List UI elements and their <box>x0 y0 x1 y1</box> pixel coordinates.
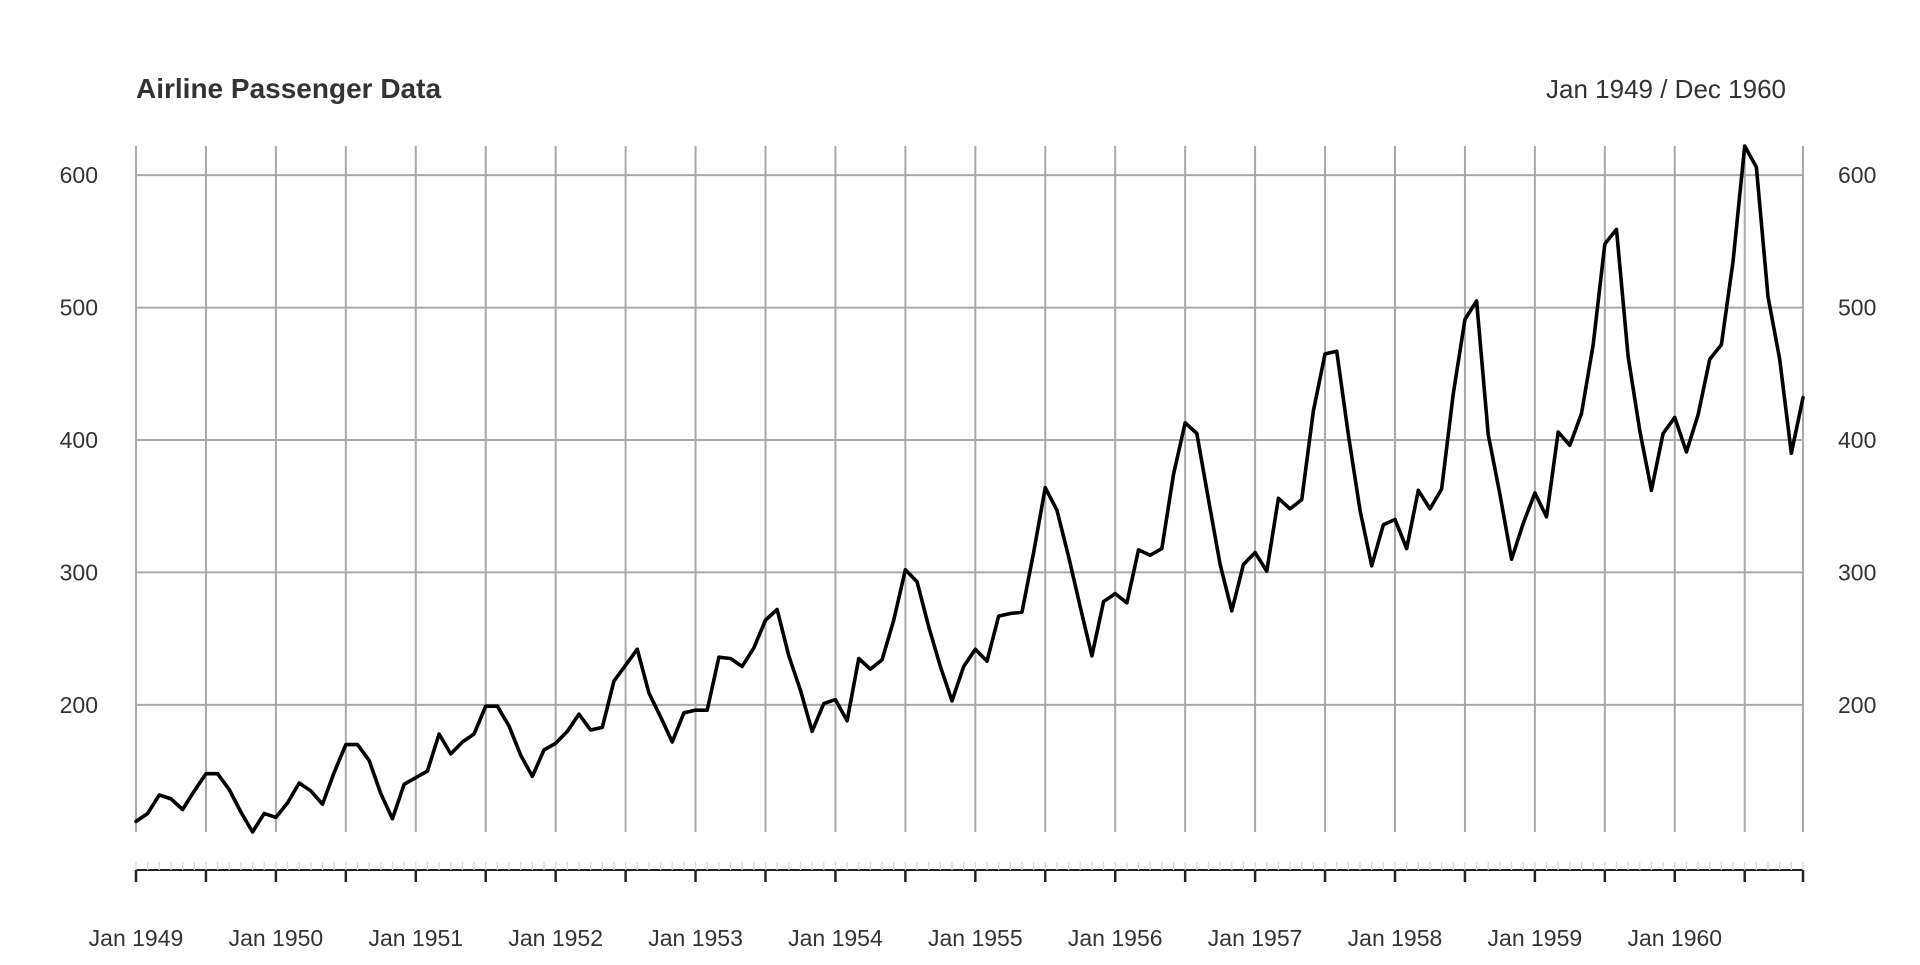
x-tick-label: Jan 1957 <box>1208 925 1303 951</box>
x-tick-label: Jan 1956 <box>1068 925 1163 951</box>
y-axis-left: 200 300 400 500 600 <box>60 162 98 718</box>
series-line <box>134 144 1805 834</box>
x-tick-label: Jan 1950 <box>229 925 324 951</box>
y-tick-label-right: 600 <box>1838 162 1876 188</box>
y-tick-label-right: 500 <box>1838 295 1876 321</box>
x-tick-label: Jan 1960 <box>1627 925 1722 951</box>
x-axis: Jan 1949 Jan 1950 Jan 1951 Jan 1952 Jan 1953… <box>89 862 1805 951</box>
date-range-label: Jan 1949 / Dec 1960 <box>1546 74 1786 104</box>
y-axis-right: 200 300 400 500 600 <box>1838 162 1876 718</box>
y-tick-label-right: 200 <box>1838 692 1876 718</box>
series-layer <box>134 144 1805 834</box>
x-tick-label: Jan 1955 <box>928 925 1023 951</box>
y-tick-label-left: 300 <box>60 559 98 585</box>
x-tick-label: Jan 1949 <box>89 925 184 951</box>
x-tick-label: Jan 1959 <box>1488 925 1583 951</box>
y-tick-label-left: 600 <box>60 162 98 188</box>
y-tick-label-left: 500 <box>60 295 98 321</box>
x-tick-label: Jan 1953 <box>648 925 743 951</box>
y-tick-label-right: 300 <box>1838 559 1876 585</box>
x-tick-label: Jan 1952 <box>508 925 603 951</box>
y-tick-label-left: 400 <box>60 427 98 453</box>
grid <box>135 146 1804 832</box>
y-tick-label-right: 400 <box>1838 427 1876 453</box>
x-tick-label: Jan 1951 <box>368 925 463 951</box>
x-tick-label: Jan 1954 <box>788 925 883 951</box>
x-tick-label: Jan 1958 <box>1348 925 1443 951</box>
y-tick-label-left: 200 <box>60 692 98 718</box>
chart-title: Airline Passenger Data <box>136 73 441 104</box>
